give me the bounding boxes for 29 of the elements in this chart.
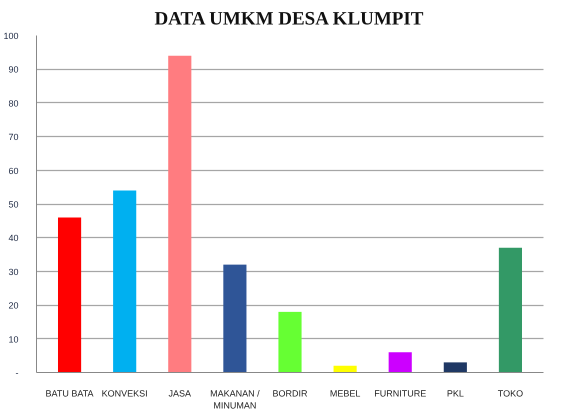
bar [444, 362, 467, 372]
chart-title: DATA UMKM DESA KLUMPIT [154, 8, 424, 30]
bar [58, 217, 82, 372]
bar [498, 248, 522, 372]
bar [278, 312, 302, 372]
y-tick-label: 20 [8, 300, 19, 311]
x-tick-label: BORDIR [272, 388, 308, 398]
y-tick-label: 30 [8, 266, 19, 277]
x-tick-label: KONVEKSI [102, 388, 148, 398]
y-tick-label: 100 [3, 31, 19, 41]
y-tick-label: 60 [8, 166, 19, 176]
x-tick-label: FURNITURE [374, 388, 426, 398]
y-tick-label: - [16, 368, 19, 378]
x-tick-label: JASA [168, 388, 192, 398]
x-tick-label: PKL [446, 388, 464, 398]
x-tick-label: TOKO [498, 388, 524, 398]
y-tick-label: 50 [8, 200, 19, 210]
y-tick-label: 70 [8, 132, 19, 142]
bar [223, 264, 246, 372]
bar [388, 352, 412, 372]
y-tick-label: 10 [8, 334, 19, 344]
y-tick-label: 90 [8, 64, 19, 75]
x-tick-label: BATU BATA [46, 388, 94, 398]
y-tick-label: 40 [8, 233, 19, 244]
bar [113, 190, 136, 372]
y-tick-label: 80 [8, 98, 19, 108]
bar [168, 56, 192, 372]
x-tick-label: MAKANAN / MINUMAN [210, 388, 260, 410]
x-tick-label: MEBEL [330, 388, 360, 398]
